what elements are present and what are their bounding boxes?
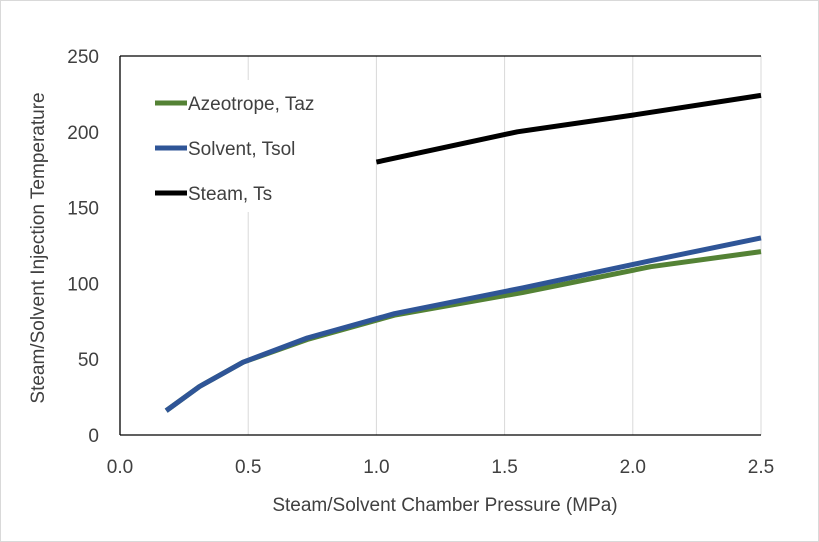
series-line-azeotrope [164, 249, 762, 413]
series-line-steam [375, 92, 762, 165]
x-tick-label: 2.5 [748, 457, 774, 478]
y-axis-title: Steam/Solvent Injection Temperature [28, 92, 49, 403]
legend-label-azeotrope: Azeotrope, Taz [188, 94, 314, 115]
y-tick-label: 200 [67, 123, 99, 144]
axes [119, 55, 761, 436]
x-tick-label: 1.5 [491, 457, 517, 478]
legend-label-solvent: Solvent, Tsol [188, 139, 295, 160]
legend: Azeotrope, Taz Solvent, Tsol Steam, Ts [146, 80, 358, 212]
y-tick-label: 100 [67, 274, 99, 295]
legend-label-steam: Steam, Ts [188, 184, 272, 205]
y-tick-labels: 0 50 100 150 200 250 [67, 47, 99, 447]
x-tick-label: 0.0 [107, 457, 133, 478]
y-tick-label: 250 [67, 47, 99, 68]
x-axis-title: Steam/Solvent Chamber Pressure (MPa) [272, 495, 617, 516]
y-tick-label: 0 [88, 426, 99, 447]
x-tick-label: 1.0 [363, 457, 389, 478]
y-tick-label: 150 [67, 199, 99, 220]
x-tick-labels: 0.0 0.5 1.0 1.5 2.0 2.5 [107, 457, 774, 478]
x-tick-label: 2.0 [620, 457, 646, 478]
series-line-solvent [164, 235, 762, 413]
x-tick-label: 0.5 [235, 457, 261, 478]
y-tick-label: 50 [78, 350, 99, 371]
series-lines [164, 92, 762, 413]
